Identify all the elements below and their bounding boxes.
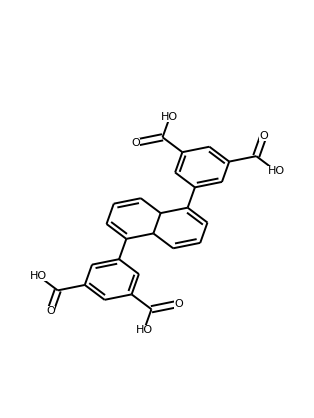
Text: O: O bbox=[131, 138, 140, 148]
Text: O: O bbox=[46, 306, 55, 316]
Text: HO: HO bbox=[161, 112, 178, 122]
Text: HO: HO bbox=[136, 324, 153, 334]
Text: HO: HO bbox=[268, 166, 284, 176]
Text: HO: HO bbox=[30, 270, 46, 280]
Text: O: O bbox=[174, 299, 183, 309]
Text: O: O bbox=[259, 131, 268, 141]
